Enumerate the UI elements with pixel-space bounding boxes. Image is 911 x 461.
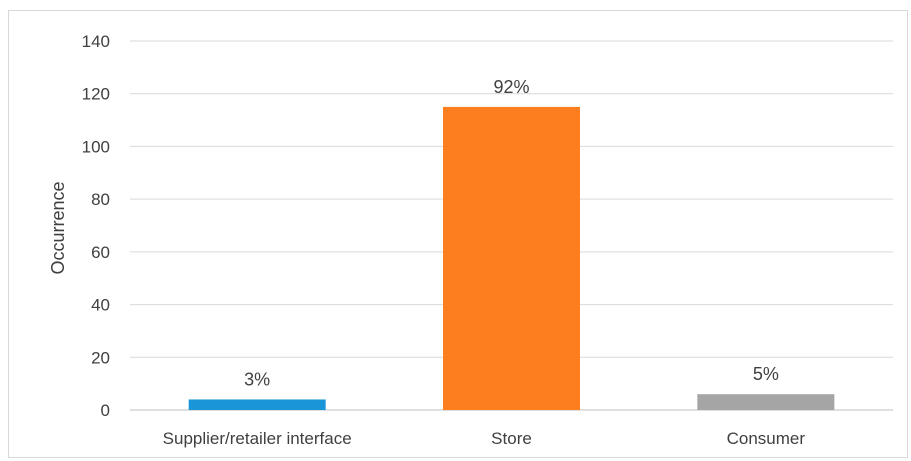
- y-tick-label: 40: [91, 296, 110, 315]
- data-label: 92%: [493, 77, 529, 97]
- x-axis-ticks: Supplier/retailer interface Store Consumer: [163, 429, 806, 448]
- y-axis-label: Occurrence: [48, 181, 68, 274]
- x-tick-label: Store: [491, 429, 532, 448]
- data-labels: 3% 92% 5%: [244, 77, 779, 390]
- y-tick-label: 60: [91, 243, 110, 262]
- y-axis-ticks: 0 20 40 60 80 100 120 140: [82, 32, 110, 420]
- bar: [443, 106, 580, 411]
- data-label: 5%: [753, 364, 779, 384]
- bar: [188, 399, 326, 410]
- y-tick-label: 0: [101, 401, 110, 420]
- bar: [697, 394, 835, 410]
- y-tick-label: 20: [91, 348, 110, 367]
- data-label: 3%: [244, 369, 270, 389]
- y-tick-label: 80: [91, 190, 110, 209]
- y-tick-label: 120: [82, 85, 110, 104]
- x-tick-label: Consumer: [727, 429, 806, 448]
- y-tick-label: 100: [82, 137, 110, 156]
- bars: [188, 106, 835, 411]
- x-tick-label: Supplier/retailer interface: [163, 429, 352, 448]
- y-tick-label: 140: [82, 32, 110, 51]
